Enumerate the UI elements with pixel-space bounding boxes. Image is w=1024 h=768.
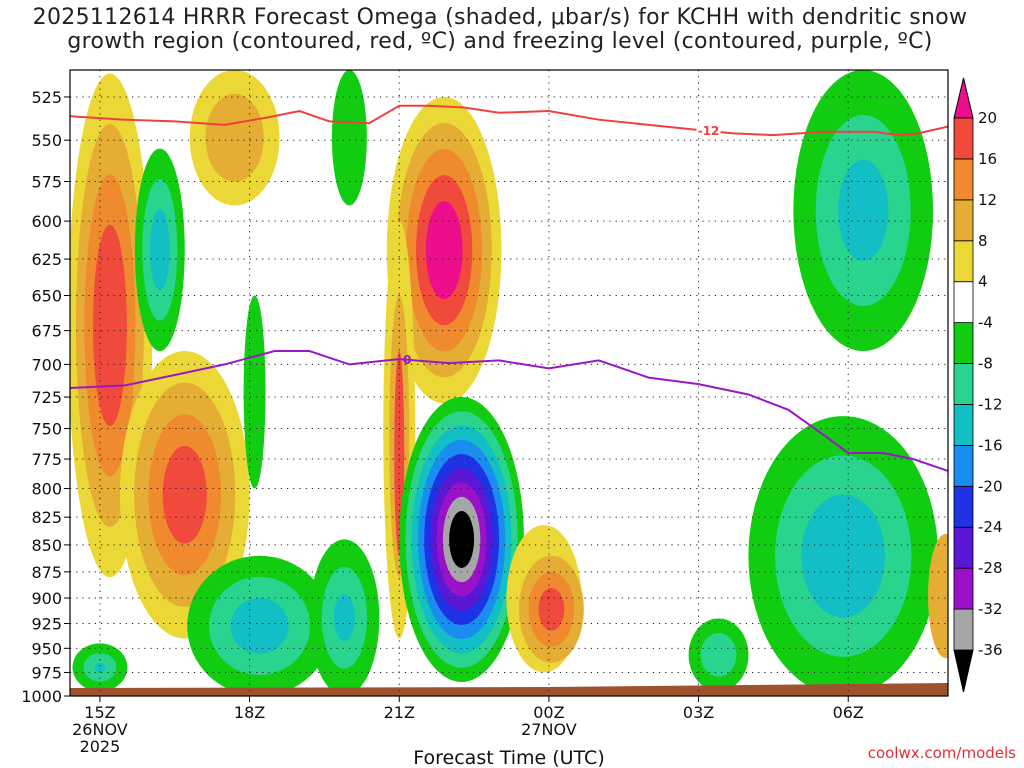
colorbar-label-16: 16 bbox=[978, 150, 997, 168]
colorbar-segment-2 bbox=[953, 526, 974, 569]
blob-green-18z bbox=[243, 295, 266, 489]
blob-west-low-3 bbox=[162, 445, 207, 544]
blob-ascent-core-8 bbox=[449, 510, 475, 568]
omega-shading bbox=[70, 70, 948, 696]
colorbar: -36 -32 -28 -24 -20 -16 -12 -8 -4 4 8 12 16 20 bbox=[953, 77, 1003, 693]
y-tick-label-900: 900 bbox=[31, 589, 62, 608]
blob-late-edge bbox=[928, 533, 948, 659]
colorbar-segment-3 bbox=[953, 485, 974, 528]
colorbar-segment-0 bbox=[953, 608, 974, 651]
chart-title: 2025112614 HRRR Forecast Omega (shaded, … bbox=[0, 6, 1000, 54]
colorbar-segment-5 bbox=[953, 404, 974, 446]
colorbar-segment-6 bbox=[953, 363, 974, 405]
y-tick-label-950: 950 bbox=[31, 639, 62, 658]
y-tick-label-1000: 1000 bbox=[21, 687, 62, 706]
colorbar-label--4: -4 bbox=[978, 314, 993, 332]
colorbar-segment-12 bbox=[953, 117, 974, 160]
colorbar-label--12: -12 bbox=[978, 395, 1003, 413]
colorbar-segment-1 bbox=[953, 567, 974, 610]
blob-green-low-18z-2 bbox=[230, 597, 289, 654]
colorbar-label-12: 12 bbox=[978, 191, 997, 209]
blob-green-1615-2 bbox=[149, 209, 170, 291]
colorbar-cap-bottom bbox=[953, 649, 974, 693]
colorbar-label-4: 4 bbox=[978, 273, 988, 291]
colorbar-cap-top bbox=[953, 77, 974, 119]
x-tick-label-15Z-0: 15Z bbox=[84, 703, 115, 722]
y-tick-label-875: 875 bbox=[31, 563, 62, 582]
y-tick-label-600: 600 bbox=[31, 212, 62, 231]
axes: 525 550 575 600 625 650 675 700 725 750 775 800 825 8… bbox=[21, 88, 864, 756]
blob-late-lower-2 bbox=[801, 494, 885, 618]
contour--12 bbox=[70, 104, 948, 137]
colorbar-segment-4 bbox=[953, 444, 974, 487]
colorbar-label--32: -32 bbox=[978, 600, 1003, 618]
colorbar-segment-9 bbox=[953, 240, 974, 283]
y-tick-label-650: 650 bbox=[31, 287, 62, 306]
contour-label-0: 0 bbox=[403, 353, 411, 367]
credit-link[interactable]: coolwx.com/models bbox=[867, 744, 1016, 762]
y-tick-label-800: 800 bbox=[31, 480, 62, 499]
y-tick-label-575: 575 bbox=[31, 173, 62, 192]
grid bbox=[70, 70, 948, 697]
blob-east-descent-4 bbox=[425, 201, 463, 300]
colorbar-segment-10 bbox=[953, 199, 974, 242]
blob-green-20z-upper bbox=[331, 70, 367, 206]
contours: -12 0 bbox=[70, 104, 948, 472]
colorbar-label-8: 8 bbox=[978, 232, 988, 250]
y-tick-label-750: 750 bbox=[31, 420, 62, 439]
terrain-strip bbox=[70, 683, 948, 696]
colorbar-label--24: -24 bbox=[978, 518, 1003, 536]
x-tick-label-00Z-1: 27NOV bbox=[521, 720, 577, 739]
y-tick-label-825: 825 bbox=[31, 508, 62, 527]
x-tick-label-15Z-1: 26NOV bbox=[72, 720, 128, 739]
y-tick-label-725: 725 bbox=[31, 388, 62, 407]
y-tick-label-925: 925 bbox=[31, 615, 62, 634]
blob-late-column-2 bbox=[838, 159, 889, 262]
colorbar-label-20: 20 bbox=[978, 109, 997, 127]
colorbar-label--20: -20 bbox=[978, 477, 1003, 495]
y-tick-label-675: 675 bbox=[31, 322, 62, 341]
x-axis-label: Forecast Time (UTC) bbox=[413, 747, 604, 768]
blob-late-0430-1 bbox=[700, 633, 737, 677]
contour-0 bbox=[70, 350, 948, 472]
contour-label-bg--12 bbox=[696, 122, 721, 138]
blob-00z-2 bbox=[538, 587, 565, 631]
x-tick-label-18Z-0: 18Z bbox=[234, 703, 265, 722]
y-tick-label-550: 550 bbox=[31, 131, 62, 150]
y-tick-label-775: 775 bbox=[31, 450, 62, 469]
blob-top-1730-1 bbox=[205, 93, 264, 182]
y-tick-label-525: 525 bbox=[31, 88, 62, 107]
blob-west-3 bbox=[92, 224, 127, 427]
colorbar-label--36: -36 bbox=[978, 641, 1003, 659]
blob-green-20z-2 bbox=[333, 594, 355, 642]
title-line-1: 2025112614 HRRR Forecast Omega (shaded, … bbox=[32, 5, 968, 30]
colorbar-label--8: -8 bbox=[978, 355, 993, 373]
x-tick-label-21Z-0: 21Z bbox=[384, 703, 415, 722]
colorbar-label--28: -28 bbox=[978, 559, 1003, 577]
blob-green-15z-sfc-2 bbox=[94, 662, 106, 673]
colorbar-segment-11 bbox=[953, 158, 974, 201]
title-line-2: growth region (contoured, red, ºC) and f… bbox=[67, 29, 933, 54]
colorbar-segment-7 bbox=[953, 322, 974, 364]
x-tick-label-03Z-0: 03Z bbox=[683, 703, 714, 722]
y-tick-label-850: 850 bbox=[31, 536, 62, 555]
colorbar-segment-8 bbox=[953, 281, 974, 324]
plot-frame bbox=[69, 69, 949, 697]
y-tick-label-700: 700 bbox=[31, 355, 62, 374]
x-tick-label-06Z-0: 06Z bbox=[833, 703, 864, 722]
y-tick-label-975: 975 bbox=[31, 663, 62, 682]
x-tick-label-15Z-2: 2025 bbox=[80, 737, 121, 756]
x-tick-label-00Z-0: 00Z bbox=[533, 703, 564, 722]
colorbar-label--16: -16 bbox=[978, 436, 1003, 454]
y-tick-label-625: 625 bbox=[31, 250, 62, 269]
contour-label--12: -12 bbox=[698, 124, 720, 138]
